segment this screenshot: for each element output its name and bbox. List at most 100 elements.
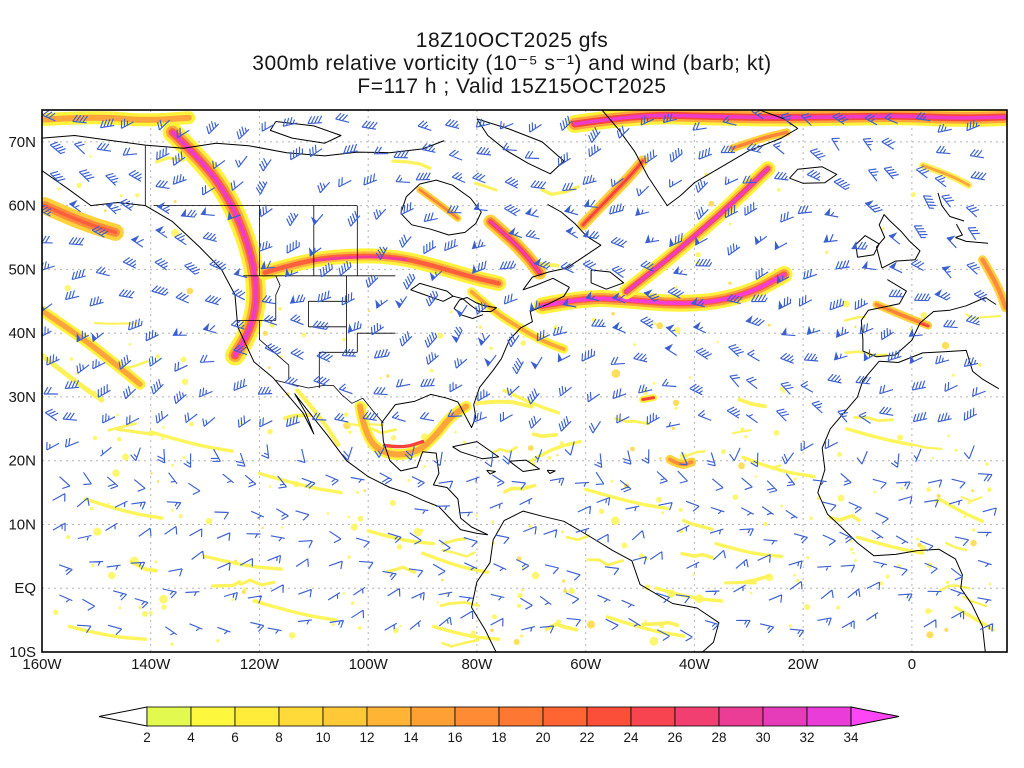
y-tick-label: 30N (8, 389, 36, 406)
vorticity-worm (938, 584, 971, 592)
vorticity-speckle (804, 604, 811, 610)
vorticity-speckle (561, 530, 565, 534)
vorticity-speckle (559, 441, 564, 445)
vorticity-worm (724, 580, 757, 585)
vorticity-speckle (562, 579, 566, 583)
vorticity-speckle (156, 480, 160, 483)
vorticity-speckle (610, 479, 614, 483)
colorbar-tick-label: 2 (143, 730, 151, 745)
vorticity-speckle (988, 582, 992, 586)
vorticity-speckle (92, 435, 98, 441)
vorticity-speckle (837, 494, 845, 502)
vorticity-speckle (708, 200, 715, 207)
vorticity-speckle (189, 421, 194, 427)
vorticity-band-gulf-hook-core (382, 439, 425, 449)
colorbar-tick-label: 34 (843, 730, 859, 745)
vorticity-speckle (513, 639, 520, 645)
vorticity-speckle (796, 579, 800, 583)
vorticity-speckle (478, 325, 483, 329)
vorticity-speckle (342, 592, 346, 595)
vorticity-speckle (181, 378, 189, 385)
vorticity-filament (953, 605, 996, 632)
vorticity-speckle (135, 193, 140, 198)
vorticity-speckle (103, 209, 107, 213)
colorbar-over-arrow (850, 706, 900, 727)
vorticity-speckle (944, 627, 949, 632)
vorticity-speckle (138, 605, 143, 610)
vorticity-speckle (674, 285, 678, 289)
vorticity-speckle (780, 504, 783, 508)
vorticity-filament (67, 624, 147, 641)
vorticity-speckle (527, 445, 534, 451)
vorticity-filament (654, 586, 724, 603)
vorticity-speckle (76, 182, 82, 188)
vorticity-worm (962, 595, 988, 607)
vorticity-speckle (854, 325, 857, 328)
vorticity-speckle (809, 516, 813, 521)
vorticity-filaments (67, 388, 996, 641)
vorticity-speckle (280, 526, 284, 529)
vorticity-band-baja-filament (295, 388, 341, 447)
vorticity-speckle (695, 252, 701, 258)
title-valid: F=117 h ; Valid 15Z15OCT2025 (357, 75, 666, 98)
vorticity-speckle (931, 456, 935, 460)
x-tick-label: 120W (240, 656, 280, 673)
vorticity-speckle (630, 446, 635, 452)
vorticity-speckle (738, 462, 745, 470)
vorticity-speckle (407, 478, 411, 482)
vorticity-speckle (413, 527, 423, 537)
vorticity-speckle (280, 355, 283, 358)
vorticity-speckle (108, 571, 116, 580)
vorticity-speckle (331, 623, 335, 627)
colorbar-tick-label: 26 (667, 730, 682, 745)
vorticity-band-west-coast-trough (170, 130, 259, 358)
coastline (476, 118, 565, 175)
title-model-run: 18Z10OCT2025 gfs (416, 29, 608, 52)
vorticity-worm (474, 181, 498, 192)
title-field: 300mb relative vorticity (10⁻⁵ s⁻¹) and … (252, 52, 771, 75)
vorticity-speckle (268, 366, 271, 370)
vorticity-speckle (162, 426, 165, 429)
vorticity-speckle (773, 430, 780, 436)
vorticity-band-hudson-streak (418, 188, 460, 220)
vorticity-filament (584, 487, 669, 511)
coastline (955, 237, 989, 244)
vorticity-speckle (519, 634, 524, 638)
vorticity-speckle (836, 605, 841, 610)
vorticity-speckle (788, 624, 793, 628)
vorticity-speckle (491, 614, 497, 620)
vorticity-speckle (118, 606, 122, 610)
colorbar-segment (366, 706, 412, 727)
vorticity-speckle (350, 601, 355, 606)
vorticity-speckle (180, 356, 187, 363)
vorticity-filament (529, 439, 582, 463)
colorbar-tick-label: 18 (491, 730, 506, 745)
y-tick-label: 70N (8, 134, 36, 151)
coastline (42, 170, 488, 536)
vorticity-speckle (66, 535, 71, 540)
vorticity-speckle (116, 413, 119, 417)
vorticity-speckle (396, 544, 403, 550)
vorticity-worm (909, 443, 943, 451)
coastline (955, 223, 963, 238)
vorticity-filament (257, 471, 343, 495)
vorticity-speckle (649, 636, 659, 646)
vorticity-worm (737, 397, 767, 409)
vorticity-worm (531, 432, 559, 439)
colorbar-segment (762, 706, 808, 727)
colorbar-segment (454, 706, 500, 727)
vorticity-speckle (528, 524, 532, 529)
vorticity-worm (544, 622, 579, 632)
vorticity-filament (714, 541, 784, 559)
vorticity-speckle (621, 542, 628, 549)
coastline (522, 203, 602, 291)
vorticity-band-norway-streak (921, 164, 971, 187)
vorticity-speckle (916, 537, 920, 541)
vorticity-speckle (178, 514, 183, 519)
vorticity-speckle (793, 477, 797, 481)
vorticity-filament (605, 615, 686, 638)
vorticity-speckle (462, 440, 466, 444)
vorticity-speckle (116, 436, 122, 442)
vorticity-speckle (441, 578, 444, 582)
vorticity-speckle (489, 346, 493, 351)
